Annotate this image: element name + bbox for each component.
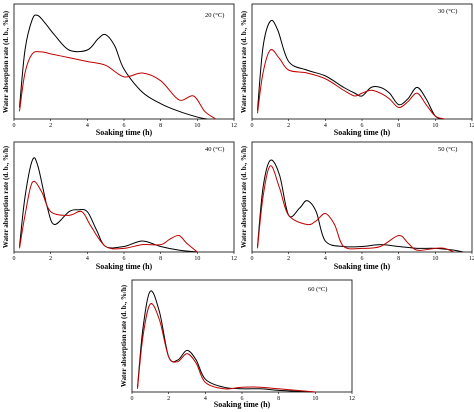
series-line-black <box>19 157 198 253</box>
x-tick-label: 4 <box>86 256 89 262</box>
x-tick-label: 0 <box>131 396 134 402</box>
x-tick-label: 2 <box>49 123 52 129</box>
plot-frame <box>13 3 235 120</box>
y-axis-title: Water absorption rate (d. b., %/h) <box>120 284 128 388</box>
panel-temperature-label: 40 (°C) <box>205 146 225 153</box>
x-tick-label: 0 <box>13 256 16 262</box>
x-tick-label: 10 <box>194 123 200 129</box>
series-line-black <box>257 159 463 253</box>
series-line-red <box>19 51 216 120</box>
x-tick-label: 12 <box>231 123 237 129</box>
series-line-red <box>257 165 454 253</box>
x-tick-label: 6 <box>123 123 126 129</box>
y-axis-title: Water absorption rate (d. b., %/h) <box>240 145 248 249</box>
chart-svg: 0 2 4 6 8 10 12 <box>131 279 355 402</box>
x-tick-label: 10 <box>432 256 438 262</box>
panel-temperature-label: 50 (°C) <box>438 146 458 153</box>
series-line-black <box>137 290 316 393</box>
y-axis-title: Water absorption rate (d. b., %/h) <box>2 145 10 249</box>
x-tick-label: 8 <box>277 396 280 402</box>
chart-panel: 0 2 4 6 8 10 12 50 (°C) Soaking time (h) Water ab… <box>238 138 474 274</box>
x-axis-title: Soaking time (h) <box>333 128 391 137</box>
x-tick-label: 4 <box>324 123 327 129</box>
x-tick-label: 8 <box>397 123 400 129</box>
x-axis-title: Soaking time (h) <box>95 128 153 137</box>
x-tick-label: 0 <box>251 123 254 129</box>
chart-svg: 0 2 4 6 8 10 12 <box>13 141 237 262</box>
x-tick-label: 0 <box>13 123 16 129</box>
x-tick-label: 4 <box>324 256 327 262</box>
panel-temperature-label: 30 (°C) <box>438 8 458 15</box>
series-line-red <box>257 49 445 120</box>
x-tick-label: 12 <box>469 123 474 129</box>
x-tick-label: 10 <box>312 396 318 402</box>
x-tick-label: 6 <box>123 256 126 262</box>
y-axis-title: Water absorption rate (d. b., %/h) <box>240 10 248 113</box>
panel-temperature-label: 20 (°C) <box>205 12 225 19</box>
chart-svg: 0 2 4 6 8 10 12 <box>13 3 237 129</box>
x-tick-label: 8 <box>159 256 162 262</box>
x-tick-label: 10 <box>194 256 200 262</box>
x-tick-label: 2 <box>287 256 290 262</box>
x-tick-label: 4 <box>86 123 89 129</box>
series-line-black <box>19 14 207 120</box>
x-tick-label: 2 <box>167 396 170 402</box>
x-axis-title: Soaking time (h) <box>95 262 153 271</box>
chart-panel: 0 2 4 6 8 10 12 40 (°C) Soaking time (h) Water ab… <box>0 138 237 274</box>
x-tick-label: 12 <box>231 256 237 262</box>
x-tick-label: 8 <box>397 256 400 262</box>
y-axis-title: Water absorption rate (d. b., %/h) <box>2 10 10 113</box>
plot-frame <box>13 141 235 253</box>
x-tick-label: 6 <box>361 256 364 262</box>
series-line-red <box>19 180 198 253</box>
plot-frame <box>251 3 473 120</box>
chart-panel: 0 2 4 6 8 10 12 30 (°C) Soaking time (h) Water ab… <box>238 0 474 138</box>
x-tick-label: 12 <box>349 396 355 402</box>
series-line-black <box>257 19 445 120</box>
x-tick-label: 10 <box>432 123 438 129</box>
plot-frame <box>251 141 473 253</box>
chart-panel: 0 2 4 6 8 10 12 60 (°C) Soaking time (h) Water ab… <box>118 274 358 412</box>
x-axis-title: Soaking time (h) <box>213 400 271 409</box>
chart-panel: 0 2 4 6 8 10 12 20 (°C) Soaking time (h) Water ab… <box>0 0 237 138</box>
x-tick-label: 4 <box>204 396 207 402</box>
series-line-red <box>137 303 316 393</box>
x-tick-label: 12 <box>469 256 474 262</box>
x-tick-label: 6 <box>361 123 364 129</box>
x-tick-label: 6 <box>241 396 244 402</box>
chart-svg: 0 2 4 6 8 10 12 <box>251 141 474 262</box>
panel-temperature-label: 60 (°C) <box>308 286 328 293</box>
x-tick-label: 2 <box>287 123 290 129</box>
x-tick-label: 2 <box>49 256 52 262</box>
x-axis-title: Soaking time (h) <box>333 262 391 271</box>
chart-svg: 0 2 4 6 8 10 12 <box>251 3 474 129</box>
x-tick-label: 8 <box>159 123 162 129</box>
x-tick-label: 0 <box>251 256 254 262</box>
plot-frame <box>131 279 353 393</box>
